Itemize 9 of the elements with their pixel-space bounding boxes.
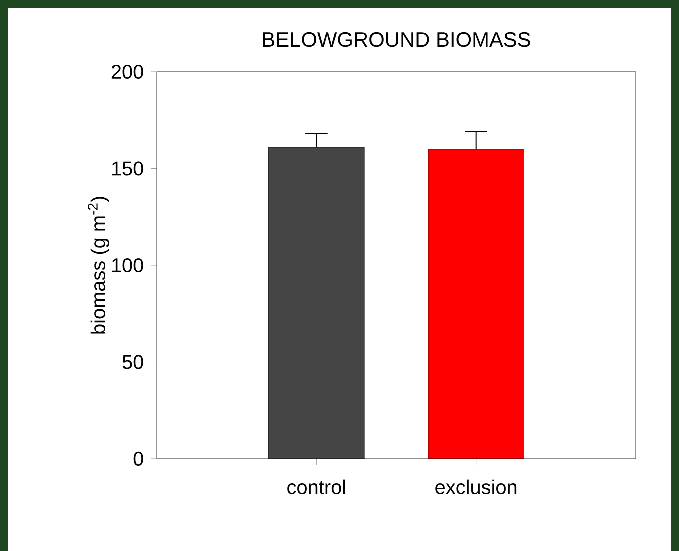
x-tick-label: control: [288, 480, 346, 494]
y-tick-label: 0: [134, 452, 144, 466]
y-tick-label: 100: [112, 258, 144, 273]
y-axis-title: biomass (g m$^{-2}$): [88, 197, 110, 334]
y-tick-label: 150: [112, 162, 144, 176]
x-tick-label: exclusion: [436, 480, 517, 494]
y-tick-label: 200: [112, 64, 144, 80]
y-tick-label: 50: [122, 355, 144, 370]
chart-title: BELOWGROUND BIOMASS: [263, 32, 530, 48]
